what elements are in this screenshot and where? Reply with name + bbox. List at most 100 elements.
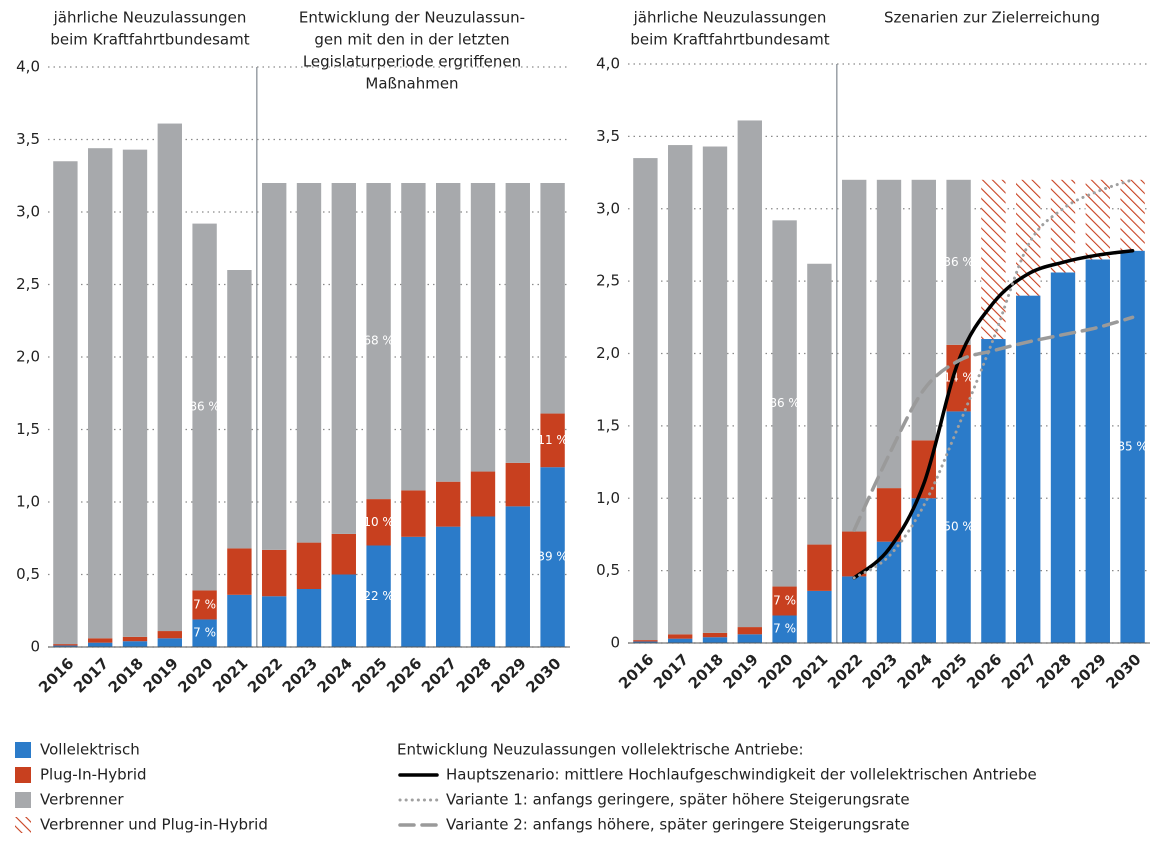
bar-segment (436, 526, 461, 647)
bar-segment (436, 183, 461, 482)
x-tick-label: 2017 (650, 650, 692, 692)
x-tick-label: 2018 (105, 654, 147, 696)
bar-segment (366, 545, 391, 647)
bar-segment (88, 638, 113, 643)
x-tick-label: 2029 (1068, 650, 1110, 692)
x-tick-label: 2019 (720, 650, 762, 692)
legend-label: Plug-In-Hybrid (40, 766, 147, 784)
bar-segment (702, 632, 728, 638)
x-tick-label: 2020 (754, 650, 796, 692)
bar-segment (540, 183, 565, 414)
bar-segment (262, 183, 287, 550)
section-header: Legislaturperiode ergriffenen (303, 53, 521, 71)
bar-segment (505, 183, 530, 463)
legend-label: Variante 1: anfangs geringere, später hö… (446, 791, 910, 809)
bar-segment (842, 576, 867, 643)
share-label: 36 % (943, 255, 974, 269)
x-tick-label: 2021 (209, 654, 251, 696)
share-label: 50 % (943, 520, 974, 534)
section-header: Maßnahmen (365, 75, 458, 93)
legend-label: Vollelektrisch (40, 741, 140, 759)
section-header: jährliche Neuzulassungen (53, 9, 247, 27)
x-tick-label: 2026 (963, 650, 1005, 692)
bar-segment (262, 549, 287, 597)
bar-segment (737, 634, 762, 643)
bar-segment (366, 499, 391, 546)
x-tick-label: 2029 (488, 654, 530, 696)
x-tick-label: 2027 (418, 654, 460, 696)
y-tick-label: 4,0 (596, 55, 620, 73)
y-tick-label: 1,0 (16, 493, 40, 511)
bar-segment (470, 516, 496, 647)
y-tick-label: 3,5 (16, 130, 40, 148)
x-tick-label: 2020 (174, 654, 216, 696)
bar-segment (157, 638, 182, 647)
bar-segment (1050, 272, 1076, 643)
bar-segment (366, 183, 391, 500)
bar-segment (702, 637, 728, 643)
scenario-line (852, 248, 1135, 580)
y-tick-label: 2,5 (596, 272, 620, 290)
bar-segment (946, 411, 971, 643)
legend-swatch (15, 792, 31, 808)
x-tick-label: 2025 (348, 654, 390, 696)
bar-segment (668, 634, 693, 639)
bar-segment (122, 641, 148, 647)
share-label: 11 % (537, 433, 568, 447)
bar-segment (911, 498, 936, 643)
bar-segment (1085, 179, 1110, 260)
bar-segment (122, 149, 148, 637)
bar-segment (331, 533, 356, 575)
share-label: 10 % (363, 515, 394, 529)
y-tick-label: 2,0 (596, 344, 620, 362)
x-tick-label: 2019 (140, 654, 182, 696)
bar-segment (1120, 179, 1145, 251)
bar-segment (192, 223, 217, 591)
x-tick-label: 2024 (894, 650, 936, 692)
bar-segment (737, 627, 762, 635)
bar-segment (227, 270, 252, 549)
bar-segment (1085, 259, 1110, 643)
bar-segment (227, 594, 252, 647)
bar-segment (668, 145, 693, 635)
y-tick-label: 4,0 (16, 58, 40, 76)
x-tick-label: 2016 (615, 650, 657, 692)
legend-swatch (15, 742, 31, 758)
x-tick-label: 2025 (928, 650, 970, 692)
bar-segment (633, 641, 658, 643)
legend-swatch (15, 767, 31, 783)
bar-segment (876, 488, 902, 542)
bar-segment (540, 413, 565, 468)
x-tick-label: 2026 (383, 654, 425, 696)
bar-segment (296, 542, 322, 589)
y-tick-label: 3,0 (596, 199, 620, 217)
y-tick-label: 2,0 (16, 348, 40, 366)
bar-segment (772, 615, 797, 643)
legend-label: Variante 2: anfangs höhere, später gerin… (446, 816, 910, 834)
bar-segment (505, 462, 530, 507)
share-label: 86 % (769, 396, 800, 410)
bar-segment (470, 471, 496, 517)
bar-segment (296, 183, 322, 543)
bar-segment (157, 123, 182, 632)
bar-segment (53, 644, 78, 646)
y-tick-label: 1,5 (16, 420, 40, 438)
bar-segment (192, 619, 217, 647)
bar-segment (296, 589, 322, 647)
legend-title: Entwicklung Neuzulassungen vollelektrisc… (397, 741, 804, 759)
bar-segment (668, 638, 693, 643)
bar-segment (807, 590, 832, 643)
bar-segment (1016, 179, 1041, 296)
bar-segment (842, 531, 867, 577)
share-label: 86 % (189, 400, 220, 414)
bar-segment (807, 263, 832, 545)
share-label: 7 % (773, 594, 796, 608)
share-label: 85 % (1117, 439, 1148, 453)
y-tick-label: 0 (610, 634, 620, 652)
share-label: 7 % (773, 622, 796, 636)
x-tick-label: 2023 (279, 654, 321, 696)
x-tick-label: 2024 (314, 654, 356, 696)
bar-segment (911, 179, 936, 441)
legend-label: Verbrenner (40, 791, 124, 809)
